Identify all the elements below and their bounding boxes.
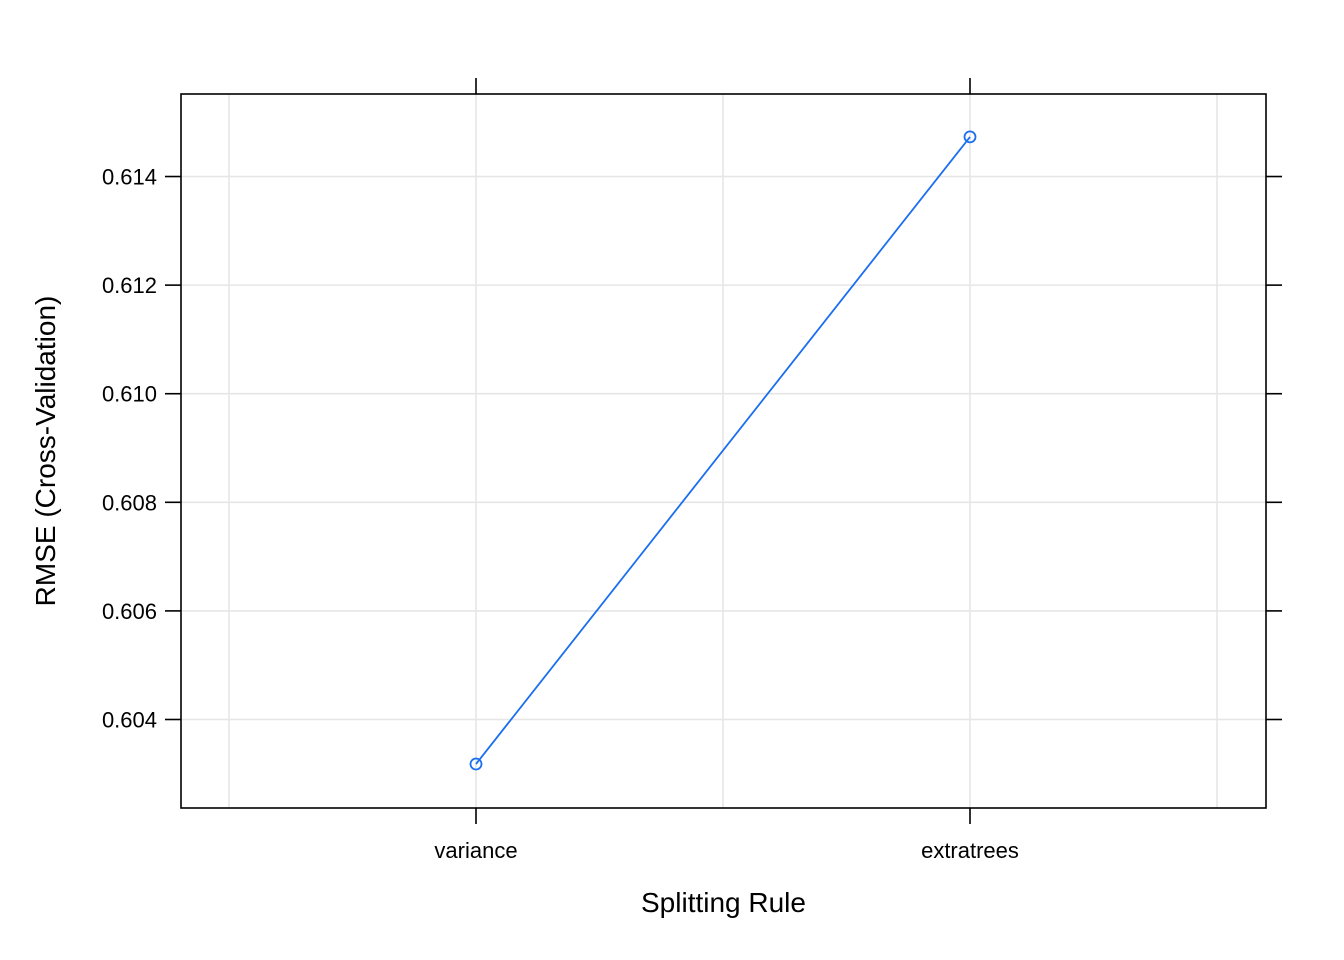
y-axis-title: RMSE (Cross-Validation) [30, 296, 61, 607]
x-axis-title: Splitting Rule [641, 887, 806, 918]
y-tick-label: 0.606 [102, 599, 157, 624]
y-tick-label: 0.604 [102, 707, 157, 732]
data-series [469, 130, 977, 771]
x-tick-label: extratrees [921, 838, 1019, 863]
y-tick-label: 0.610 [102, 382, 157, 407]
data-point [963, 130, 977, 144]
data-point [469, 757, 483, 771]
y-tick-label: 0.608 [102, 490, 157, 515]
axis-ticks: variance extratrees 0.604 0.606 0.608 0.610 0.… [102, 78, 1282, 863]
y-tick-label: 0.614 [102, 165, 157, 190]
x-tick-label: variance [434, 838, 517, 863]
plot-frame [180, 93, 1267, 809]
series-line [475, 136, 971, 765]
y-tick-label: 0.612 [102, 273, 157, 298]
grid [181, 94, 1266, 808]
